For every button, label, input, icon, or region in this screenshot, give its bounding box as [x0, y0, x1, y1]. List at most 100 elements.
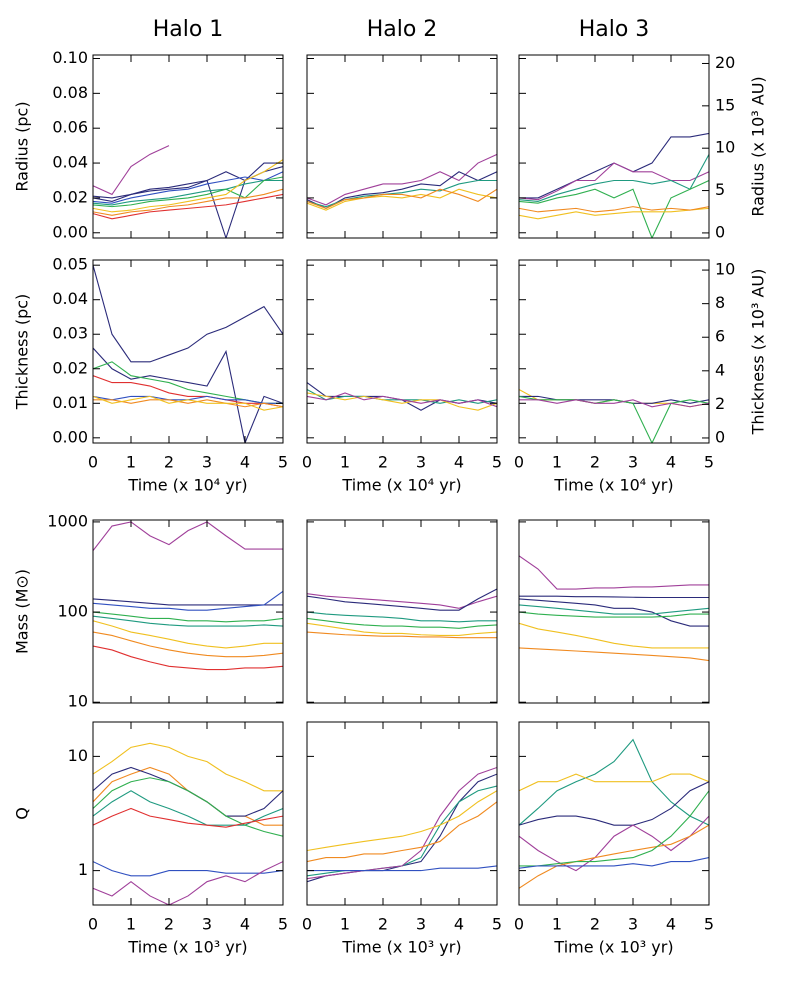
y2-axis-label: Radius (x 10³ AU) — [749, 76, 768, 216]
x-tick-label: 4 — [666, 453, 676, 472]
data-line — [307, 801, 497, 863]
x-tick-label: 4 — [240, 453, 250, 472]
data-line — [519, 781, 709, 826]
panel-title: Halo 2 — [367, 17, 438, 42]
data-line — [519, 598, 709, 627]
data-line — [307, 617, 497, 629]
data-line — [519, 207, 709, 220]
y-axis-label: Q — [13, 807, 32, 820]
y-tick-label: 10 — [68, 692, 88, 711]
data-line — [93, 777, 283, 837]
plot-frame — [518, 721, 710, 906]
x-tick-label: 0 — [88, 453, 98, 472]
plot-frame — [306, 259, 498, 444]
data-line — [519, 773, 709, 792]
data-line — [519, 647, 709, 662]
plot-frame — [306, 54, 498, 239]
data-line — [93, 861, 283, 905]
data-line — [519, 611, 709, 618]
x-axis-label: Time (x 10⁴ yr) — [341, 476, 461, 495]
panel-title: Halo 1 — [153, 17, 224, 42]
data-line — [93, 347, 283, 443]
y-tick-label: 0.10 — [52, 48, 88, 67]
x-tick-label: 1 — [340, 453, 350, 472]
y-tick-label: 0.08 — [52, 83, 88, 102]
y2-tick-label: 10 — [715, 138, 735, 157]
data-line — [93, 176, 283, 208]
data-line — [307, 588, 497, 611]
plot-lines — [307, 382, 497, 411]
x-tick-label: 3 — [416, 453, 426, 472]
x-tick-label: 5 — [704, 915, 714, 934]
data-line — [307, 611, 497, 623]
y2-tick-label: 0 — [715, 222, 725, 241]
data-line — [307, 188, 497, 209]
data-line — [519, 622, 709, 649]
data-line — [93, 590, 283, 611]
x-tick-label: 5 — [492, 915, 502, 934]
data-line — [519, 179, 709, 238]
y2-tick-label: 4 — [715, 360, 725, 379]
x-tick-label: 2 — [590, 453, 600, 472]
plot-frame — [518, 519, 710, 704]
plot-lines — [519, 388, 709, 443]
y-axis-label: Mass (M⊙) — [13, 569, 32, 654]
data-line — [93, 193, 283, 220]
data-line — [93, 620, 283, 649]
data-line — [519, 595, 709, 599]
data-line — [93, 615, 283, 627]
data-line — [307, 631, 497, 639]
y2-tick-label: 2 — [715, 394, 725, 413]
data-line — [519, 815, 709, 872]
panel-title: Halo 3 — [579, 17, 650, 42]
x-tick-label: 1 — [126, 915, 136, 934]
x-tick-label: 0 — [514, 915, 524, 934]
data-line — [93, 375, 283, 408]
data-line — [93, 742, 283, 792]
y-tick-label: 1 — [78, 860, 88, 879]
y2-tick-label: 10 — [715, 260, 735, 279]
x-tick-label: 1 — [126, 453, 136, 472]
y-tick-label: 0.02 — [52, 187, 88, 206]
y2-tick-label: 0 — [715, 427, 725, 446]
x-axis-label: Time (x 10⁴ yr) — [127, 476, 247, 495]
x-tick-label: 1 — [552, 453, 562, 472]
data-line — [307, 188, 497, 211]
x-tick-label: 5 — [492, 453, 502, 472]
plot-frame — [92, 259, 284, 444]
data-line — [519, 395, 709, 443]
x-axis-label: Time (x 10⁴ yr) — [553, 476, 673, 495]
data-line — [93, 861, 283, 877]
x-tick-label: 0 — [514, 453, 524, 472]
data-line — [93, 265, 283, 363]
x-tick-label: 2 — [590, 915, 600, 934]
x-axis-label: Time (x 10³ yr) — [341, 938, 461, 957]
x-axis-label: Time (x 10³ yr) — [127, 938, 247, 957]
plot-lines — [519, 738, 709, 889]
x-tick-label: 5 — [278, 453, 288, 472]
data-line — [307, 766, 497, 880]
data-line — [307, 785, 497, 877]
y-axis-label: Thickness (pc) — [13, 294, 32, 411]
data-line — [307, 392, 497, 408]
data-line — [93, 631, 283, 658]
x-axis-label: Time (x 10³ yr) — [553, 938, 673, 957]
plot-frame — [518, 54, 710, 239]
x-tick-label: 1 — [340, 915, 350, 934]
data-line — [93, 766, 283, 817]
plot-lines — [519, 555, 709, 662]
y-tick-label: 10 — [68, 746, 88, 765]
data-line — [519, 824, 709, 889]
y2-axis-label: Thickness (x 10³ AU) — [749, 269, 768, 436]
data-line — [519, 555, 709, 590]
plot-frame — [92, 721, 284, 906]
data-line — [519, 132, 709, 199]
data-line — [93, 611, 283, 623]
y-tick-label: 0.00 — [52, 222, 88, 241]
x-tick-label: 3 — [416, 915, 426, 934]
data-line — [93, 790, 283, 826]
y-tick-label: 0.04 — [52, 153, 88, 172]
y-tick-label: 1000 — [47, 511, 88, 530]
data-line — [93, 645, 283, 671]
